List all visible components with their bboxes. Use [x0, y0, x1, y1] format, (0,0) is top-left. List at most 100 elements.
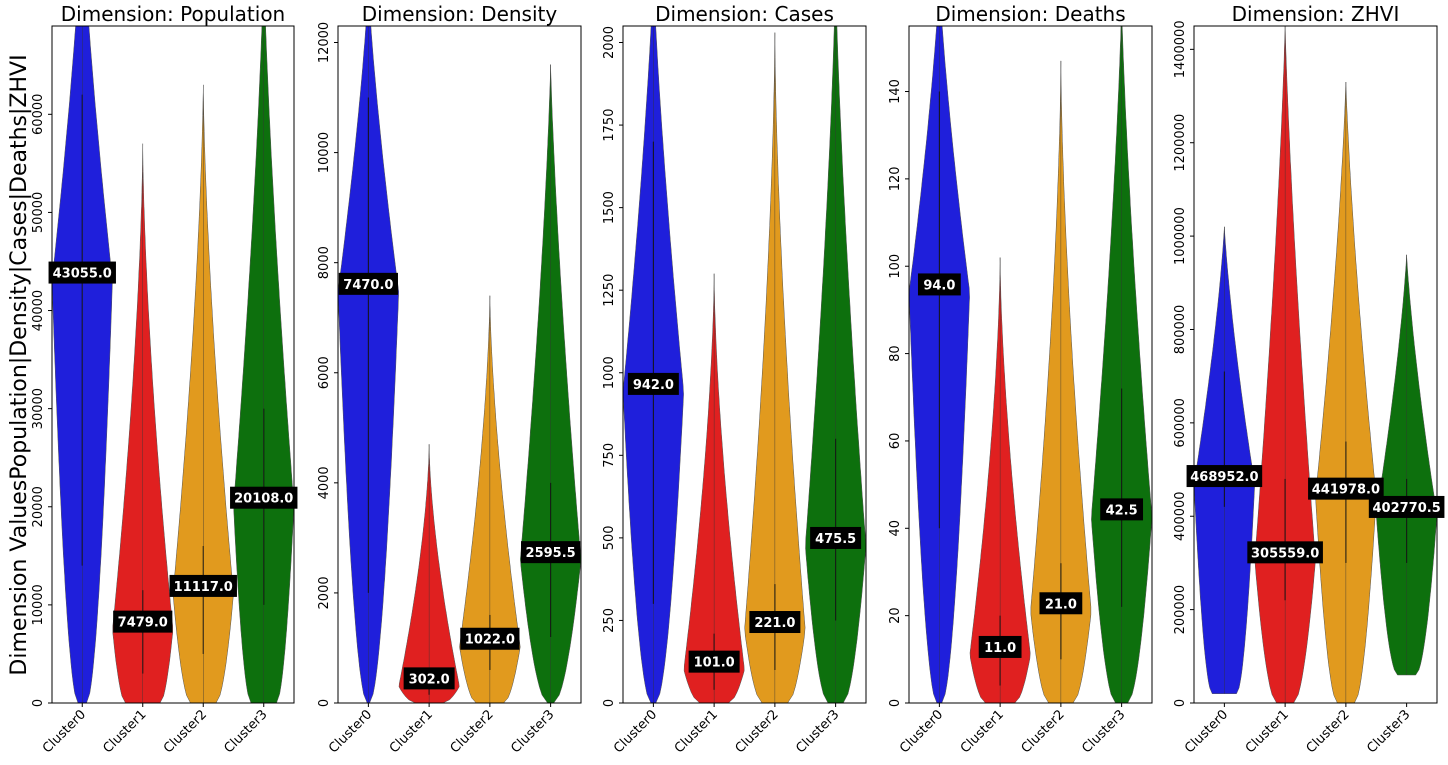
median-label-text: 1022.0 — [465, 633, 515, 648]
y-tick-label: 1000 — [602, 356, 617, 389]
chart-panel-dimension-zhvi: Dimension: ZHVI 0 200000 400000 600000 800000… — [1173, 2, 1445, 756]
y-tick-label: 750 — [602, 443, 617, 468]
median-label-box — [1100, 498, 1144, 521]
chart-title: Dimension: Density — [362, 2, 558, 26]
median-label-box — [1308, 477, 1384, 500]
median-label-text: 21.0 — [1045, 597, 1077, 612]
y-tick-label: 60 — [888, 433, 903, 450]
y-tick-label: 6000 — [317, 356, 332, 389]
x-tick-label: Cluster3 — [508, 707, 557, 756]
y-tick-label: 140 — [888, 79, 903, 104]
median-label-cluster1: 302.0 — [403, 667, 455, 690]
median-label-cluster1: 101.0 — [688, 650, 740, 673]
median-label-cluster3: 475.5 — [810, 526, 862, 549]
median-label-text: 302.0 — [409, 672, 450, 687]
y-tick-label: 60000 — [31, 94, 46, 135]
y-tick-label: 1400000 — [1173, 20, 1188, 78]
median-label-cluster2: 11117.0 — [169, 574, 237, 597]
y-tick-label: 30000 — [31, 388, 46, 429]
median-label-cluster3: 402770.5 — [1368, 495, 1445, 518]
y-tick-label: 0 — [31, 699, 46, 707]
axes-frame — [337, 25, 582, 704]
median-label-cluster1: 11.0 — [978, 635, 1022, 658]
chart-panel-dimension-population: Dimension: Population 0 10000 20000 30000 400… — [31, 2, 298, 756]
y-tick-label: 1000000 — [1173, 207, 1188, 265]
y-tick-label: 2000 — [317, 576, 332, 609]
median-label-box — [48, 261, 116, 284]
plot-area — [623, 26, 866, 703]
y-tick-label: 0 — [1173, 699, 1188, 707]
x-tick-label: Cluster1 — [1243, 707, 1292, 756]
y-tick-label: 0 — [888, 699, 903, 707]
plot-area — [338, 26, 581, 703]
median-label-text: 305559.0 — [1251, 546, 1319, 561]
y-tick-label: 40 — [888, 520, 903, 537]
median-label-text: 7470.0 — [343, 278, 393, 293]
axes-frame — [622, 25, 867, 704]
y-tick-label: 12000 — [317, 22, 332, 63]
y-tick-label: 2000 — [602, 26, 617, 59]
x-tick-label: Cluster2 — [1019, 707, 1068, 756]
median-label-box — [978, 635, 1022, 658]
chart-panel-dimension-deaths: Dimension: Deaths 0 20 40 60 80 100 120 140 Clust… — [888, 2, 1153, 756]
y-tick-label: 10000 — [317, 132, 332, 173]
chart-title: Dimension: ZHVI — [1232, 2, 1400, 26]
x-tick-label: Cluster0 — [326, 707, 375, 756]
y-tick-label: 1500 — [602, 191, 617, 224]
x-tick-label: Cluster1 — [100, 707, 149, 756]
median-label-cluster2: 441978.0 — [1308, 477, 1384, 500]
median-label-box — [113, 610, 173, 633]
median-label-box — [688, 650, 740, 673]
x-tick-label: Cluster2 — [161, 707, 210, 756]
y-axis-label: Dimension ValuesPopulation|Density|Cases… — [7, 54, 32, 675]
plot-area — [1194, 26, 1437, 703]
median-label-text: 11117.0 — [174, 580, 233, 595]
median-label-text: 475.5 — [815, 532, 856, 547]
y-tick-label: 250 — [602, 608, 617, 633]
y-tick-label: 0 — [317, 699, 332, 707]
y-tick-label: 400000 — [1173, 491, 1188, 541]
median-label-cluster0: 43055.0 — [48, 261, 116, 284]
x-tick-label: Cluster3 — [1079, 707, 1128, 756]
median-label-cluster2: 221.0 — [749, 611, 801, 634]
x-tick-label: Cluster0 — [40, 707, 89, 756]
median-label-cluster3: 20108.0 — [230, 486, 298, 509]
x-tick-label: Cluster3 — [221, 707, 270, 756]
y-tick-label: 50000 — [31, 192, 46, 233]
y-tick-label: 200000 — [1173, 585, 1188, 635]
chart-panel-dimension-density: Dimension: Density 0 2000 4000 6000 8000 10000… — [317, 2, 582, 756]
median-label-cluster0: 468952.0 — [1186, 465, 1263, 488]
median-label-box — [1186, 465, 1263, 488]
axes-frame — [51, 25, 295, 704]
chart-panel-dimension-cases: Dimension: Cases 0 250 500 750 1000 1250 1500 17… — [602, 2, 867, 756]
y-tick-label: 80 — [888, 345, 903, 362]
median-label-box — [749, 611, 801, 634]
median-label-box — [521, 541, 581, 564]
y-tick-label: 800000 — [1173, 305, 1188, 355]
plot-area — [909, 26, 1152, 703]
median-label-text: 11.0 — [984, 641, 1016, 656]
median-label-box — [460, 627, 520, 650]
y-tick-label: 120 — [888, 166, 903, 191]
y-tick-label: 4000 — [317, 466, 332, 499]
median-label-text: 402770.5 — [1372, 501, 1440, 516]
median-label-cluster2: 1022.0 — [460, 627, 520, 650]
y-tick-label: 1750 — [602, 109, 617, 142]
median-label-text: 101.0 — [694, 656, 735, 671]
median-label-box — [338, 272, 398, 295]
median-label-text: 468952.0 — [1190, 470, 1258, 485]
median-label-cluster3: 2595.5 — [521, 541, 581, 564]
median-label-box — [403, 667, 455, 690]
y-tick-label: 500 — [602, 525, 617, 550]
median-label-box — [1368, 495, 1445, 518]
median-label-cluster1: 7479.0 — [113, 610, 173, 633]
median-label-text: 43055.0 — [53, 267, 112, 282]
x-tick-label: Cluster3 — [1364, 707, 1413, 756]
median-label-text: 7479.0 — [118, 616, 168, 631]
axes-frame — [908, 25, 1153, 704]
median-label-text: 221.0 — [754, 616, 795, 631]
median-label-cluster0: 94.0 — [917, 273, 961, 296]
x-tick-label: Cluster1 — [958, 707, 1007, 756]
y-tick-label: 0 — [602, 699, 617, 707]
